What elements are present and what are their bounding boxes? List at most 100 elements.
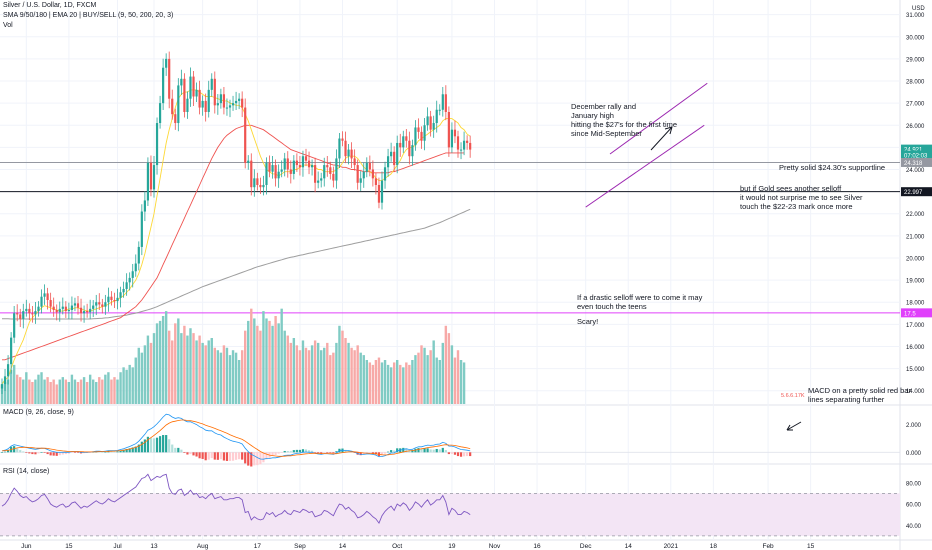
candle-body: [131, 271, 134, 278]
volume-bar: [253, 318, 256, 404]
volume-bar: [411, 360, 414, 404]
macd-histogram-bar: [165, 435, 168, 453]
volume-bar: [58, 379, 61, 404]
macd-histogram-bar: [438, 449, 441, 453]
volume-bar: [180, 333, 183, 404]
macd-histogram-bar: [329, 452, 332, 453]
candle-body: [353, 158, 356, 166]
volume-bar: [405, 362, 408, 404]
price-tick-label: 18.000: [906, 301, 925, 307]
price-tag-label: 24.318: [904, 161, 923, 167]
candle-body: [171, 98, 174, 115]
volume-bar: [122, 367, 125, 404]
macd-histogram-bar: [149, 438, 153, 453]
volume-bar: [399, 364, 402, 404]
candle-body: [362, 171, 365, 179]
volume-bar: [344, 338, 347, 404]
candle-body: [383, 167, 387, 181]
volume-bar: [137, 347, 140, 404]
macd-histogram-bar: [28, 452, 31, 454]
volume-bar: [447, 333, 451, 404]
macd-histogram-bar: [301, 449, 305, 453]
candle-body: [350, 149, 353, 159]
volume-bar: [262, 311, 265, 404]
macd-histogram-bar: [323, 452, 326, 453]
price-tick-label: 19.000: [906, 279, 925, 285]
volume-bar: [216, 350, 220, 404]
candle-body: [122, 288, 125, 293]
volume-bar: [244, 330, 247, 404]
volume-bar: [453, 357, 457, 404]
volume-bar: [402, 367, 405, 404]
volume-bar: [228, 355, 232, 404]
candle-body: [92, 305, 95, 309]
candle-body: [338, 138, 341, 159]
candle-body: [79, 307, 83, 314]
volume-bar: [85, 382, 89, 404]
signal-line: [1, 419, 471, 457]
volume-bar: [174, 323, 177, 404]
rsi-tick-label: 60.00: [906, 503, 922, 509]
volume-bar: [380, 362, 384, 404]
macd-histogram-bar: [37, 452, 40, 454]
volume-bar: [16, 374, 19, 404]
volume-bar: [292, 338, 296, 404]
candle-body: [444, 94, 447, 112]
candle-body: [271, 165, 274, 172]
candle-body: [213, 78, 216, 106]
candle-body: [13, 313, 16, 338]
price-tag-label: 17.5: [904, 311, 916, 317]
candle-body: [310, 165, 314, 168]
candle-body: [347, 149, 350, 157]
macd-histogram-bar: [462, 452, 466, 457]
macd-histogram-bar: [43, 452, 46, 453]
macd-histogram-bar: [116, 451, 119, 453]
candle-body: [216, 103, 219, 106]
macd-histogram-bar: [143, 439, 146, 453]
candle-body: [222, 94, 226, 108]
channel-upper-line: [609, 82, 708, 155]
macd-histogram-bar: [453, 452, 457, 455]
price-tag-label: 07:02:03: [904, 154, 928, 160]
candle-body: [107, 296, 110, 303]
macd-histogram-bar: [158, 436, 162, 453]
volume-bar: [377, 357, 381, 404]
candle-body: [201, 100, 204, 108]
macd-histogram-bar: [307, 450, 311, 453]
volume-bar: [113, 377, 116, 404]
macd-histogram-bar: [459, 452, 463, 457]
volume-bar: [183, 325, 186, 404]
candle-body: [231, 103, 235, 106]
macd-histogram-bar: [244, 452, 247, 464]
volume-bar: [237, 360, 241, 404]
macd-histogram-bar: [70, 452, 74, 453]
volume-bar: [408, 364, 411, 404]
candle-body: [16, 313, 19, 315]
macd-histogram-bar: [174, 447, 177, 453]
volume-bar: [383, 360, 387, 404]
time-tick-label: 15: [65, 543, 73, 550]
volume-bar: [456, 350, 460, 404]
volume-bar: [210, 338, 213, 404]
macd-histogram-bar: [0, 452, 4, 453]
volume-bar: [274, 316, 277, 404]
macd-histogram-bar: [13, 446, 16, 453]
macd-histogram-bar: [289, 451, 292, 453]
candle-body: [377, 184, 381, 203]
price-tag-label: 22.997: [904, 190, 923, 196]
macd-line: [1, 413, 471, 460]
candle-body: [113, 300, 116, 302]
volume-bar: [347, 342, 350, 404]
volume-bar: [280, 308, 283, 404]
macd-histogram-bar: [222, 452, 226, 461]
macd-histogram-bar: [155, 437, 159, 453]
candle-body: [320, 178, 323, 181]
macd-histogram-bar: [79, 452, 83, 454]
candle-body: [128, 277, 131, 283]
candle-body: [37, 306, 40, 312]
volume-bar: [19, 377, 22, 404]
macd-histogram-bar: [234, 452, 238, 460]
volume-bar: [371, 364, 375, 404]
macd-histogram-bar: [317, 452, 320, 454]
